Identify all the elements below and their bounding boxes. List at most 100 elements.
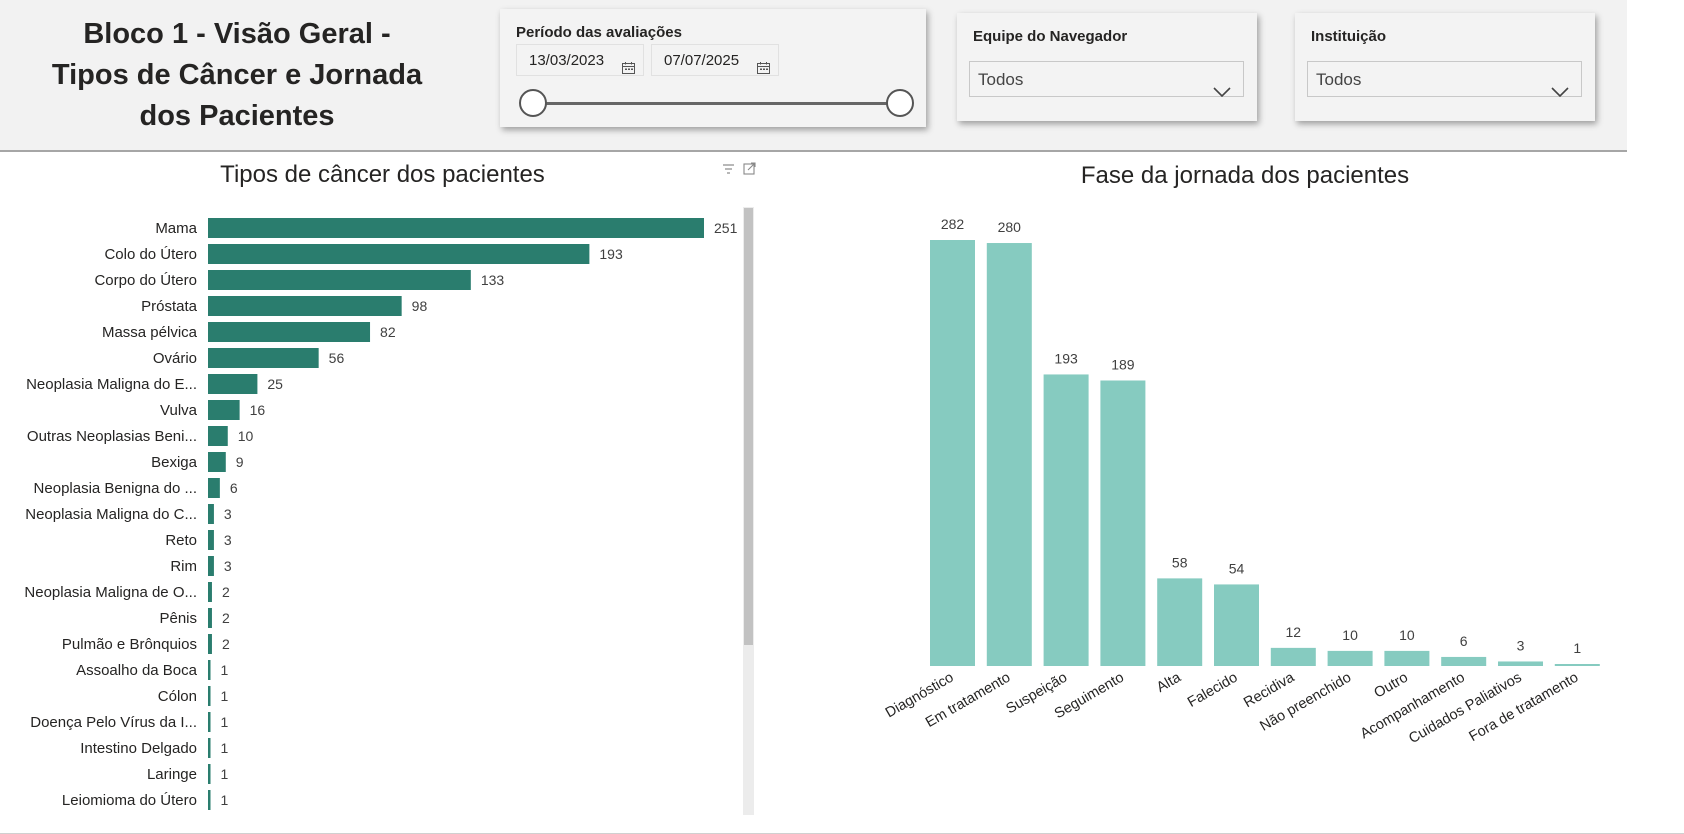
bar	[208, 582, 212, 602]
team-dropdown[interactable]: Todos	[969, 61, 1244, 98]
category-label: Reto	[165, 532, 197, 549]
bar	[1270, 647, 1316, 666]
category-label: Colo do Útero	[104, 246, 197, 263]
chevron-down-icon	[1213, 74, 1231, 110]
bar	[1554, 664, 1600, 666]
institution-dropdown[interactable]: Todos	[1307, 61, 1582, 98]
institution-slicer-title: Instituição	[1311, 28, 1387, 45]
data-label: 2	[222, 584, 230, 600]
bar	[208, 686, 211, 706]
category-label: Falecido	[1185, 670, 1240, 711]
institution-dropdown-value: Todos	[1316, 70, 1362, 89]
category-label: Ovário	[153, 350, 197, 367]
category-label: Leiomioma do Útero	[62, 792, 197, 809]
data-label: 3	[1517, 637, 1525, 653]
data-label: 2	[222, 636, 230, 652]
bar	[208, 270, 471, 290]
category-label: Rim	[170, 558, 197, 575]
data-label: 16	[250, 402, 266, 418]
data-label: 3	[224, 532, 232, 548]
team-slicer: Equipe do Navegador Todos	[957, 13, 1257, 121]
category-label: Fora de tratamento	[1466, 670, 1581, 746]
bar	[208, 660, 211, 680]
bar	[1498, 661, 1543, 666]
bar	[208, 426, 228, 446]
category-label: Corpo do Útero	[94, 272, 197, 289]
category-label: Próstata	[141, 298, 198, 315]
category-label: Massa pélvica	[102, 324, 198, 341]
team-slicer-title: Equipe do Navegador	[973, 28, 1128, 45]
category-label: Pulmão e Brônquios	[62, 636, 197, 653]
page-title: Bloco 1 - Visão Geral - Tipos de Câncer …	[51, 18, 423, 132]
bar	[208, 790, 211, 810]
data-label: 1	[1573, 640, 1581, 656]
data-label: 12	[1286, 624, 1302, 640]
bar	[208, 634, 212, 654]
bar	[208, 556, 214, 576]
category-label: Bexiga	[151, 454, 198, 471]
data-label: 25	[267, 376, 283, 392]
chart-scrollbar-thumb[interactable]	[744, 208, 753, 645]
data-label: 56	[329, 350, 345, 366]
bar	[208, 712, 211, 732]
category-label: Doença Pelo Vírus da I...	[30, 714, 197, 731]
chevron-down-icon	[1551, 74, 1569, 110]
category-label: Neoplasia Maligna de O...	[24, 584, 197, 601]
focus-mode-icon[interactable]	[743, 162, 756, 180]
bar	[1214, 584, 1259, 666]
period-slicer-title: Período das avaliações	[516, 24, 682, 41]
data-label: 54	[1229, 560, 1245, 576]
category-label: Alta	[1154, 669, 1184, 696]
data-label: 133	[481, 272, 505, 288]
start-date-input[interactable]: 13/03/2023	[516, 44, 644, 76]
data-label: 6	[230, 480, 238, 496]
data-label: 82	[380, 324, 396, 340]
category-label: Pênis	[159, 610, 197, 627]
category-label: Outras Neoplasias Beni...	[27, 428, 197, 445]
data-label: 6	[1460, 633, 1468, 649]
category-label: Intestino Delgado	[80, 740, 197, 757]
category-label: Outro	[1371, 670, 1410, 702]
bar	[208, 452, 226, 472]
data-label: 1	[221, 792, 229, 808]
date-range-end-handle[interactable]	[886, 89, 914, 117]
date-range-slider-track[interactable]	[533, 102, 900, 105]
data-label: 282	[941, 216, 965, 232]
bar	[208, 504, 214, 524]
data-label: 10	[238, 428, 254, 444]
bar	[208, 478, 220, 498]
data-label: 1	[221, 740, 229, 756]
category-label: Neoplasia Maligna do C...	[25, 506, 197, 523]
bar	[208, 530, 214, 550]
bar	[1441, 656, 1487, 666]
calendar-icon[interactable]	[622, 54, 635, 86]
data-label: 98	[412, 298, 428, 314]
data-label: 3	[224, 506, 232, 522]
data-label: 1	[221, 766, 229, 782]
calendar-icon[interactable]	[757, 54, 770, 86]
category-label: Assoalho da Boca	[76, 662, 198, 679]
end-date-input[interactable]: 07/07/2025	[651, 44, 779, 76]
category-label: Neoplasia Benigna do ...	[34, 480, 197, 497]
bar	[208, 348, 319, 368]
bar	[1157, 578, 1203, 666]
filter-icon[interactable]	[722, 162, 735, 180]
data-label: 251	[714, 220, 738, 236]
data-label: 193	[599, 246, 623, 262]
data-label: 1	[221, 714, 229, 730]
data-label: 58	[1172, 554, 1188, 570]
bar	[208, 322, 371, 342]
data-label: 1	[221, 688, 229, 704]
bar	[208, 218, 704, 238]
date-range-start-handle[interactable]	[519, 89, 547, 117]
cancer-types-chart-title: Tipos de câncer dos pacientes	[220, 161, 545, 188]
bar	[208, 374, 258, 394]
data-label: 10	[1342, 627, 1358, 643]
category-label: Cólon	[158, 688, 197, 705]
data-label: 9	[236, 454, 244, 470]
data-label: 3	[224, 558, 232, 574]
data-label: 1	[221, 662, 229, 678]
journey-phase-chart-title: Fase da jornada dos pacientes	[1080, 162, 1410, 189]
